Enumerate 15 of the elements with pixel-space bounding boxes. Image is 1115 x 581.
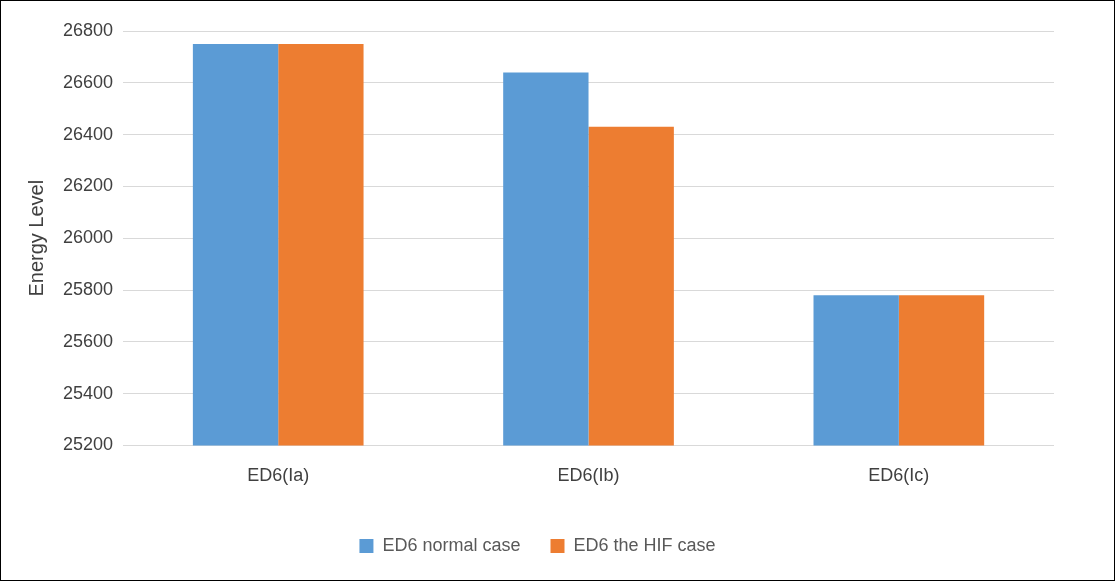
y-tick-label: 25400: [62, 382, 114, 403]
legend-label: ED6 normal case: [382, 534, 521, 555]
y-tick-label: 26000: [62, 227, 114, 248]
y-axis-title: Energy Level: [24, 179, 47, 297]
y-tick-label: 25800: [62, 278, 114, 299]
y-tick-label: 26800: [62, 19, 114, 40]
y-tick-label: 25200: [62, 434, 114, 455]
x-tick-label: ED6(Ia): [247, 465, 310, 486]
y-tick-label: 26600: [62, 71, 114, 92]
x-tick-label: ED6(Ib): [557, 465, 620, 486]
y-tick-label: 26200: [62, 175, 114, 196]
legend-label: ED6 the HIF case: [573, 534, 716, 555]
y-tick-label: 25600: [62, 330, 114, 351]
y-tick-label: 26400: [62, 123, 114, 144]
x-tick-label: ED6(Ic): [868, 465, 930, 486]
